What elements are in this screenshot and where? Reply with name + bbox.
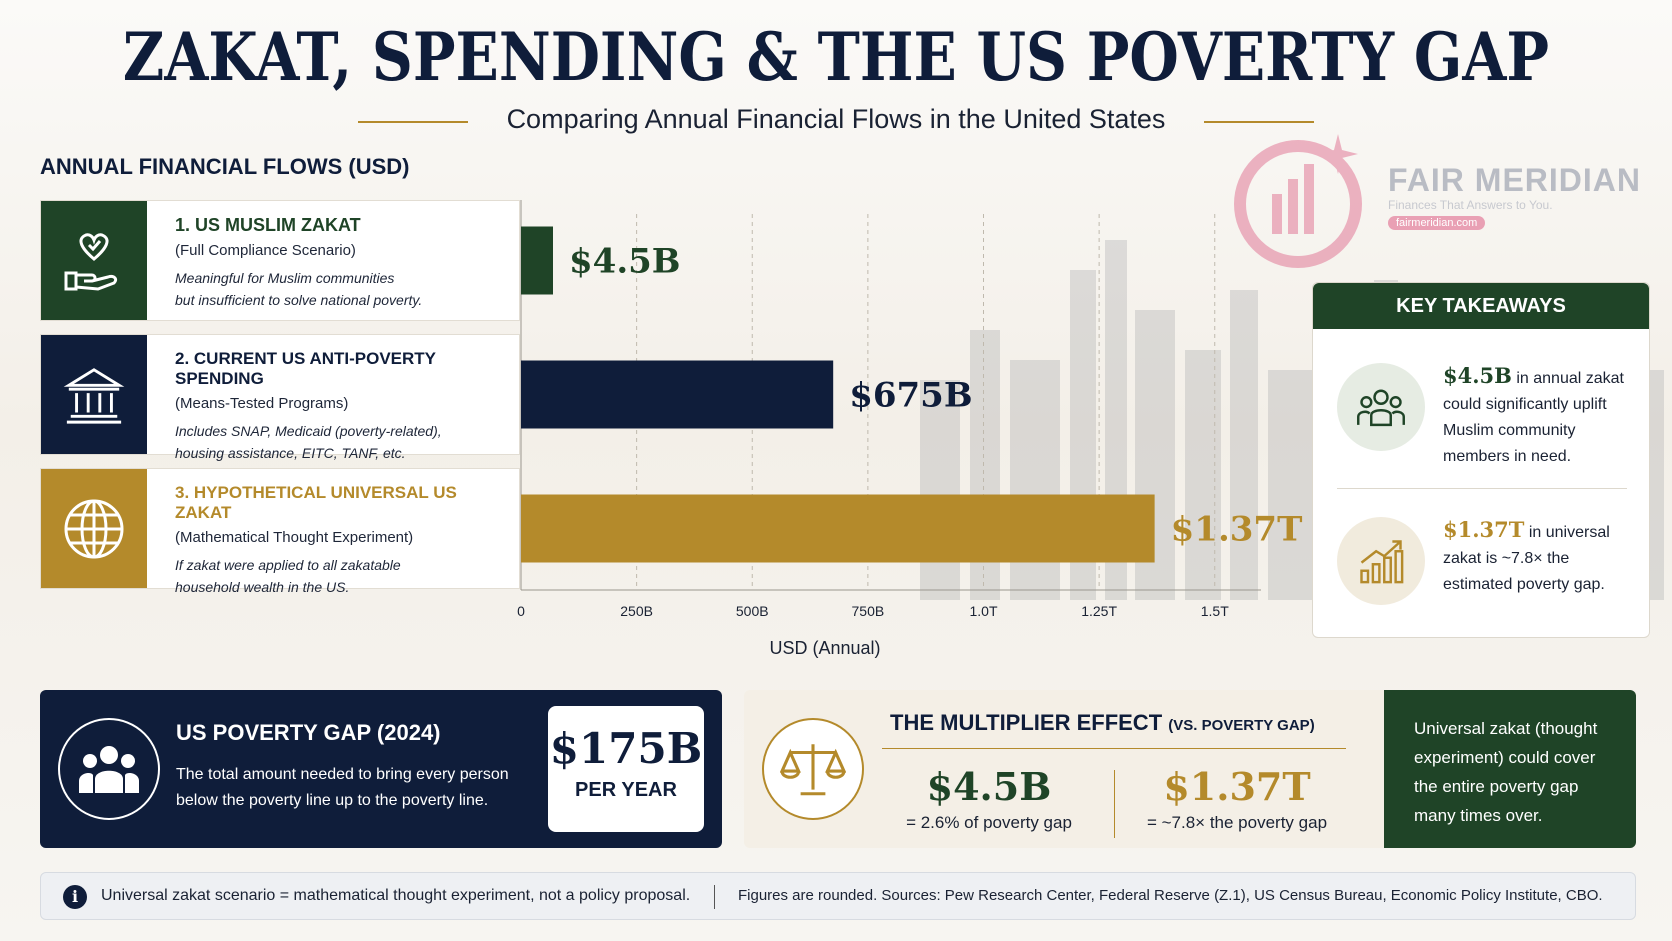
- multiplier-rule: [882, 748, 1346, 749]
- takeaway-body: in universal zakat is ~7.8× the estimate…: [1443, 524, 1610, 593]
- poverty-gap-value: $175B: [549, 724, 703, 773]
- page-title: ZAKAT, SPENDING & THE US POVERTY GAP: [122, 18, 1550, 96]
- footer-notes: i Universal zakat scenario = mathematica…: [40, 872, 1636, 920]
- row-card-universal-zakat: 3. HYPOTHETICAL UNIVERSAL US ZAKAT (Math…: [40, 468, 520, 595]
- x-axis-label: USD (Annual): [769, 638, 880, 658]
- row-title: 2. CURRENT US ANTI-POVERTY SPENDING: [175, 349, 436, 388]
- row-title: 3. HYPOTHETICAL UNIVERSAL US ZAKAT: [175, 483, 457, 522]
- x-tick-label: 0: [517, 603, 525, 619]
- takeaway-value: $4.5B: [1443, 363, 1512, 388]
- multiplier-right-value: $1.37T: [1163, 764, 1311, 809]
- poverty-gap-period: PER YEAR: [575, 779, 677, 801]
- subtitle-row: Comparing Annual Financial Flows in the …: [0, 102, 1672, 142]
- footer-disclaimer: Universal zakat scenario = mathematical …: [101, 887, 691, 904]
- logo-tagline: Finances That Answers to You.: [1388, 198, 1553, 212]
- row-subtitle: (Mathematical Thought Experiment): [175, 529, 414, 546]
- multiplier-title-small: (VS. POVERTY GAP): [1168, 717, 1315, 734]
- bar: [521, 226, 553, 295]
- row-text: 1. US MUSLIM ZAKAT (Full Compliance Scen…: [175, 215, 511, 311]
- takeaway-divider: [1337, 488, 1627, 489]
- row-subtitle: (Means-Tested Programs): [175, 395, 349, 412]
- x-tick-label: 1.25T: [1081, 603, 1117, 619]
- row-text: 3. HYPOTHETICAL UNIVERSAL US ZAKAT (Math…: [175, 483, 511, 598]
- footer-separator: [714, 885, 715, 909]
- row-desc-line-1: If zakat were applied to all zakatable: [175, 557, 401, 573]
- page-subtitle: Comparing Annual Financial Flows in the …: [506, 104, 1166, 134]
- x-tick-label: 1.5T: [1201, 603, 1229, 619]
- row-description: Includes SNAP, Medicaid (poverty-related…: [175, 420, 475, 464]
- row-card-anti-poverty-spending: 2. CURRENT US ANTI-POVERTY SPENDING (Mea…: [40, 334, 520, 461]
- multiplier-title-main: THE MULTIPLIER EFFECT: [890, 710, 1163, 735]
- logo-url: fairmeridian.com: [1388, 216, 1486, 230]
- bank-building-icon: [41, 335, 147, 454]
- row-desc-line-2: household wealth in the US.: [175, 579, 350, 595]
- x-tick-label: 750B: [852, 603, 885, 619]
- row-text: 2. CURRENT US ANTI-POVERTY SPENDING (Mea…: [175, 349, 511, 464]
- multiplier-left-note: = 2.6% of poverty gap: [906, 813, 1072, 832]
- poverty-gap-title: US POVERTY GAP (2024): [176, 720, 441, 745]
- takeaway-text: $4.5B in annual zakat could significantl…: [1443, 363, 1639, 470]
- x-tick-label: 250B: [620, 603, 653, 619]
- multiplier-title: THE MULTIPLIER EFFECT (VS. POVERTY GAP): [890, 710, 1315, 736]
- multiplier-divider: [1114, 770, 1115, 838]
- multiplier-right-note: = ~7.8× the poverty gap: [1146, 813, 1328, 832]
- fair-meridian-logo: FAIR MERIDIAN Finances That Answers to Y…: [1228, 124, 1648, 274]
- row-desc-line-2: but insufficient to solve national pover…: [175, 292, 423, 308]
- x-tick-label: 500B: [736, 603, 769, 619]
- poverty-gap-value-box: $175B PER YEAR: [548, 706, 704, 832]
- bar-value-label: $4.5B: [569, 242, 681, 282]
- poverty-gap-description: The total amount needed to bring every p…: [176, 766, 509, 809]
- poverty-gap-panel: US POVERTY GAP (2024) The total amount n…: [40, 690, 722, 848]
- row-desc-line-1: Includes SNAP, Medicaid (poverty-related…: [175, 423, 442, 439]
- subtitle-rule-right: [1204, 121, 1314, 123]
- row-desc-line-2: housing assistance, EITC, TANF, etc.: [175, 445, 406, 461]
- people-group-icon: [58, 718, 160, 820]
- multiplier-right: $1.37T = ~7.8× the poverty gap: [1122, 764, 1352, 833]
- bar-growth-icon: [1337, 517, 1425, 605]
- row-desc-line-1: Meaningful for Muslim communities: [175, 270, 395, 286]
- row-description: If zakat were applied to all zakatable ho…: [175, 554, 475, 598]
- footer-sources: Figures are rounded. Sources: Pew Resear…: [738, 887, 1603, 904]
- multiplier-left-value: $4.5B: [926, 764, 1052, 809]
- multiplier-side-note: Universal zakat (thought experiment) cou…: [1384, 690, 1636, 848]
- bar: [521, 360, 834, 429]
- logo-mark-icon: [1234, 134, 1362, 268]
- info-icon: i: [63, 885, 87, 909]
- takeaway-body: in annual zakat could significantly upli…: [1443, 370, 1624, 465]
- scales-icon: [762, 718, 864, 820]
- row-subtitle: (Full Compliance Scenario): [175, 242, 356, 259]
- multiplier-left: $4.5B = 2.6% of poverty gap: [874, 764, 1104, 833]
- takeaway-value: $1.37T: [1443, 517, 1525, 542]
- section-label: ANNUAL FINANCIAL FLOWS (USD): [40, 154, 410, 179]
- takeaways-heading: KEY TAKEAWAYS: [1313, 283, 1649, 329]
- row-description: Meaningful for Muslim communities but ins…: [175, 267, 475, 311]
- key-takeaways-panel: KEY TAKEAWAYS $4.5B in annual zakat coul…: [1312, 282, 1650, 638]
- row-title: 1. US MUSLIM ZAKAT: [175, 215, 361, 235]
- row-card-muslim-zakat: 1. US MUSLIM ZAKAT (Full Compliance Scen…: [40, 200, 520, 321]
- globe-icon: [41, 469, 147, 588]
- takeaway-text: $1.37T in universal zakat is ~7.8× the e…: [1443, 517, 1639, 598]
- x-tick-label: 1.0T: [969, 603, 997, 619]
- multiplier-panel: THE MULTIPLIER EFFECT (VS. POVERTY GAP) …: [744, 690, 1384, 848]
- subtitle-rule-left: [358, 121, 468, 123]
- people-group-icon: [1337, 363, 1425, 451]
- heart-hand-icon: [41, 201, 147, 320]
- logo-name: FAIR MERIDIAN: [1388, 162, 1641, 198]
